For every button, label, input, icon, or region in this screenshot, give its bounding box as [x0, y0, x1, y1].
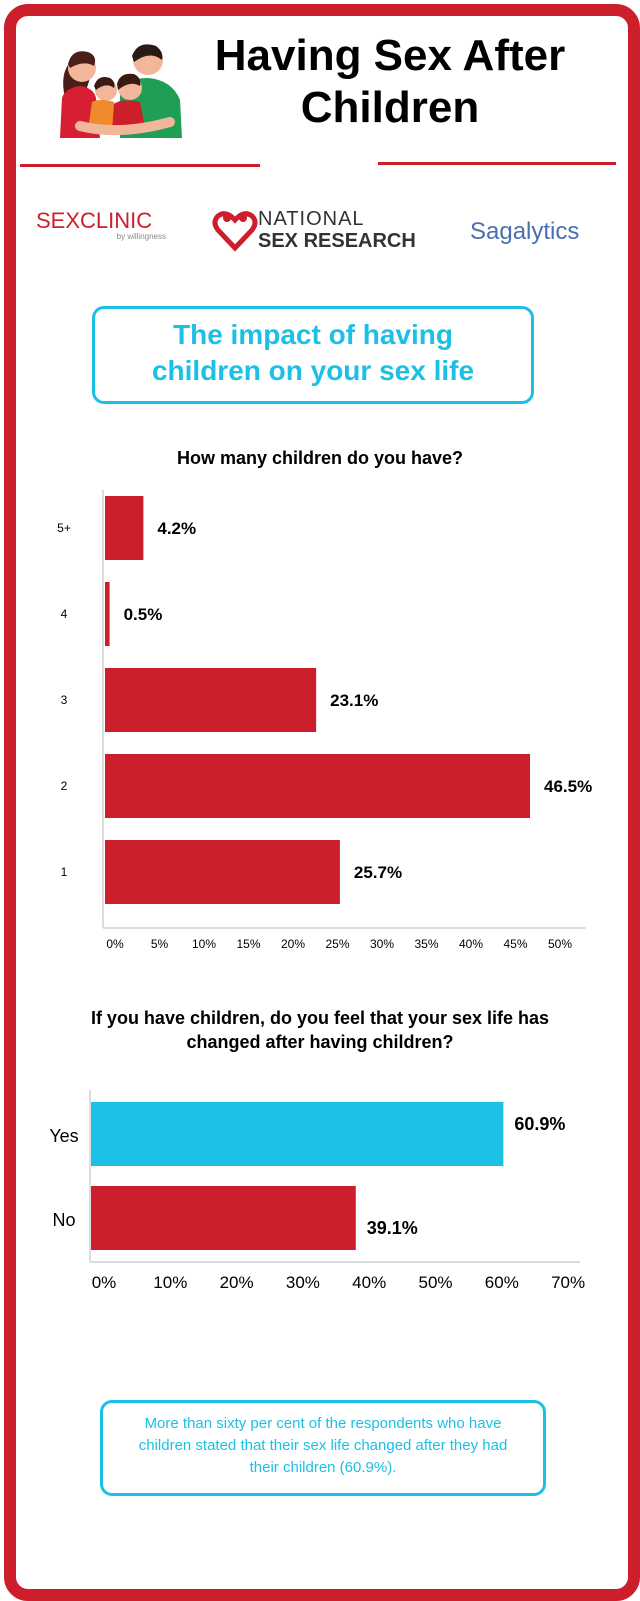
chart2-bar-no: [91, 1186, 356, 1250]
page-title: Having Sex After Children: [214, 31, 566, 132]
sagalytics-logo: Sagalytics: [470, 218, 580, 245]
family-illustration: [60, 44, 182, 138]
divider-right: [378, 162, 616, 165]
chart1-tick-label: 5%: [151, 937, 169, 951]
chart1-category-label: 3: [61, 693, 68, 707]
sexclinic-logo: SEXCLINIC by willingness: [36, 208, 166, 241]
chart2-tick-label: 0%: [92, 1273, 117, 1292]
chart2-value-label: 60.9%: [514, 1114, 565, 1134]
chart1-tick-label: 20%: [281, 937, 305, 951]
chart2-tick-label: 70%: [551, 1273, 585, 1292]
sexclinic-logo-sub: by willingness: [116, 232, 166, 241]
chart2-tick-label: 50%: [418, 1273, 452, 1292]
chart1-value-label: 46.5%: [544, 777, 592, 796]
summary-note: More than sixty per cent of the responde…: [138, 1415, 508, 1476]
chart1-bar-5+: [105, 496, 144, 560]
summary-note-box: More than sixty per cent of the responde…: [100, 1400, 546, 1496]
chart1-bar-2: [105, 754, 531, 818]
chart1-bar-4: [105, 582, 110, 646]
chart2-tick-label: 30%: [286, 1273, 320, 1292]
chart1-tick-label: 0%: [106, 937, 124, 951]
nsr-heart-icon: [212, 211, 258, 252]
chart1-tick-label: 15%: [236, 937, 260, 951]
chart2-tick-label: 20%: [220, 1273, 254, 1292]
children-count-chart: 5+ 4.2% 4 0.5% 3 23.1% 2 46.5% 1 25.7% 0% 5% 10% 15% 2…: [57, 490, 592, 951]
chart1-category-label: 1: [61, 865, 68, 879]
section-title: The impact of having children on your se…: [151, 319, 475, 386]
sexclinic-logo-text-a: SEX: [36, 208, 81, 233]
divider-left: [20, 164, 260, 167]
chart1-tick-label: 40%: [459, 937, 483, 951]
chart1-tick-label: 10%: [192, 937, 216, 951]
sex-life-changed-chart: Yes 60.9% No 39.1% 0% 10% 20% 30% 40% 50% 60% 70%: [49, 1090, 585, 1292]
chart1-title: How many children do you have?: [176, 448, 464, 468]
chart1-category-label: 2: [61, 779, 68, 793]
chart1-tick-label: 25%: [325, 937, 349, 951]
sexclinic-logo-text-b: CLINIC: [80, 208, 153, 233]
chart1-tick-label: 45%: [503, 937, 527, 951]
chart1-bar-1: [105, 840, 340, 904]
chart1-tick-label: 30%: [370, 937, 394, 951]
nsr-logo-line2: SEX RESEARCH: [258, 230, 416, 252]
section-title-box: The impact of having children on your se…: [92, 306, 534, 404]
chart2-bar-yes: [91, 1102, 504, 1166]
chart2-value-label: 39.1%: [367, 1218, 418, 1238]
chart1-category-label: 4: [61, 607, 68, 621]
chart1-tick-label: 50%: [548, 937, 572, 951]
chart2-tick-label: 60%: [485, 1273, 519, 1292]
chart1-category-label: 5+: [57, 521, 71, 535]
nsr-logo: NATIONAL SEX RESEARCH: [258, 208, 416, 252]
chart1-value-label: 25.7%: [354, 863, 402, 882]
chart2-category-label: No: [52, 1210, 75, 1230]
chart2-tick-label: 10%: [153, 1273, 187, 1292]
chart1-value-label: 0.5%: [124, 605, 163, 624]
chart2-title: If you have children, do you feel that y…: [90, 1008, 550, 1052]
chart1-value-label: 4.2%: [157, 519, 196, 538]
chart2-tick-label: 40%: [352, 1273, 386, 1292]
chart2-category-label: Yes: [49, 1126, 78, 1146]
chart1-value-label: 23.1%: [330, 691, 378, 710]
nsr-logo-line1: NATIONAL: [258, 208, 365, 230]
chart1-tick-label: 35%: [414, 937, 438, 951]
chart1-bar-3: [105, 668, 317, 732]
